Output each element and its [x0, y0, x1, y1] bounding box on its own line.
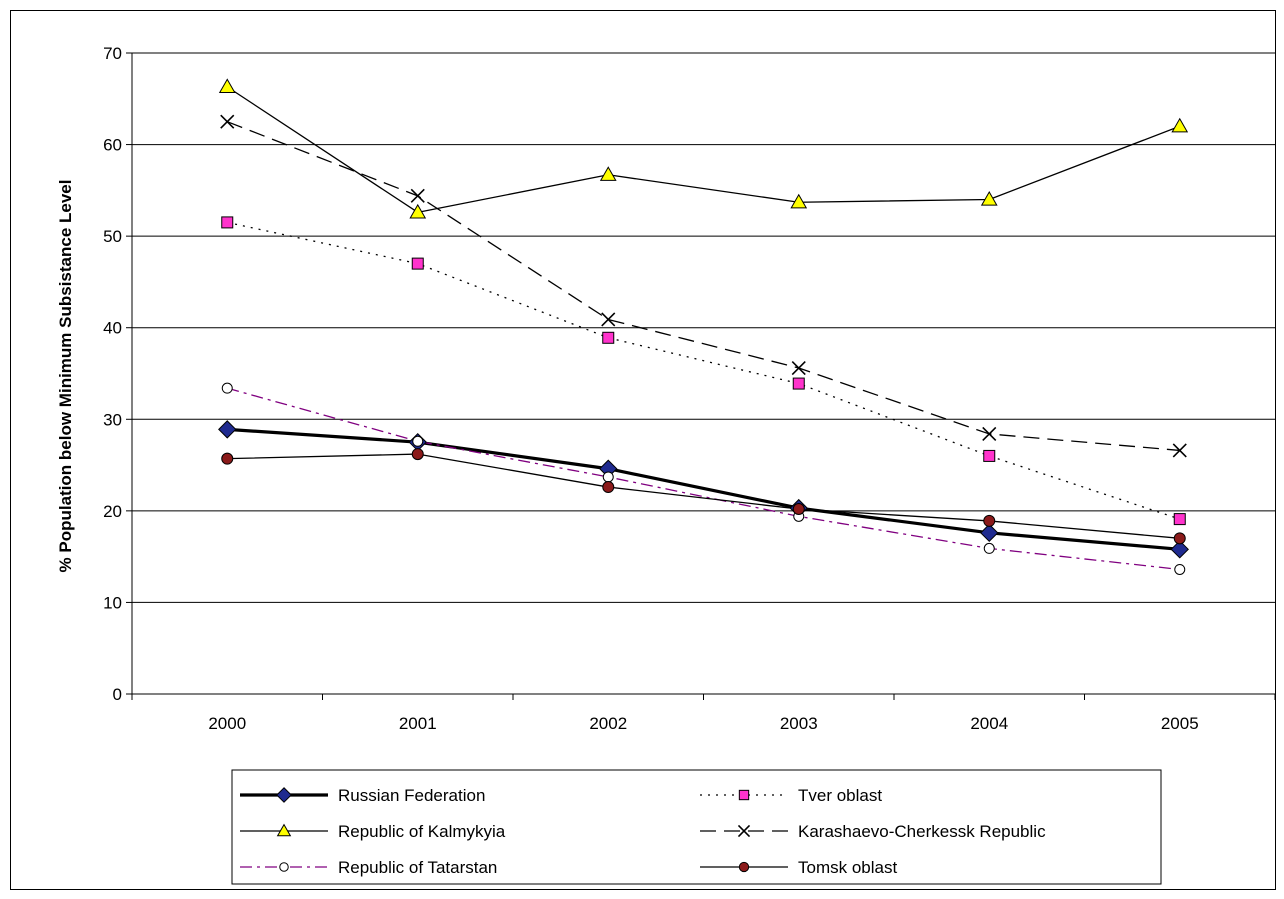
marker-karashaevo-cherkessk-republic-stroke	[791, 360, 806, 376]
marker-tver-oblast	[738, 789, 750, 801]
series-line-republic-of-tatarstan	[227, 387, 1180, 571]
chart-frame: 0 10 20 30 40 50 60 70 2000 2001 2002 2003 2004 2005 …	[10, 10, 1276, 890]
series-line-russian-federation	[227, 427, 1180, 551]
x-tick-label: 2003	[780, 714, 818, 733]
marker-republic-of-kalmykyia	[1171, 117, 1189, 133]
marker-republic-of-kalmykyia	[790, 193, 808, 209]
marker-republic-of-tatarstan	[602, 471, 614, 483]
marker-republic-of-tatarstan	[1174, 563, 1186, 575]
marker-tomsk-oblast	[221, 452, 234, 465]
y-tick-label: 0	[113, 685, 122, 704]
marker-republic-of-kalmykyia	[409, 203, 427, 219]
marker-republic-of-tatarstan	[279, 862, 289, 872]
marker-russian-federation	[980, 523, 999, 543]
grid-layer	[132, 52, 1275, 603]
marker-karashaevo-cherkessk-republic-stroke	[1172, 443, 1187, 458]
series-line-tomsk-oblast	[227, 453, 1180, 539]
marker-karashaevo-cherkessk-republic	[220, 114, 235, 129]
marker-republic-of-kalmykyia	[980, 191, 998, 206]
x-tick-label: 2005	[1161, 714, 1199, 733]
marker-republic-of-kalmykyia	[276, 823, 292, 837]
marker-tver-oblast	[792, 377, 805, 390]
marker-republic-of-kalmykyia	[599, 166, 617, 181]
y-tick-label: 40	[103, 319, 122, 338]
marker-tver-oblast	[1173, 513, 1186, 526]
y-tick-label: 10	[103, 593, 122, 612]
marker-tomsk-oblast	[602, 481, 615, 494]
marker-republic-of-kalmykyia	[218, 78, 236, 94]
marker-tomsk-oblast	[792, 503, 805, 516]
marker-karashaevo-cherkessk-republic	[737, 824, 751, 838]
y-tick-label: 30	[103, 410, 122, 429]
x-tick-label: 2004	[970, 714, 1008, 733]
marker-tver-oblast	[983, 449, 996, 462]
marker-karashaevo-cherkessk-republic-stroke	[982, 426, 997, 442]
marker-karashaevo-cherkessk-republic	[791, 360, 806, 376]
axes-layer: 0 10 20 30 40 50 60 70 2000 2001 2002 2003 2004 2005	[103, 44, 1276, 733]
marker-tomsk-oblast	[738, 861, 750, 873]
series-layer	[218, 78, 1189, 575]
marker-russian-federation	[276, 787, 292, 803]
marker-russian-federation	[1170, 540, 1189, 559]
marker-karashaevo-cherkessk-republic	[982, 426, 997, 442]
marker-karashaevo-cherkessk-republic-stroke	[220, 114, 235, 129]
y-tick-label: 50	[103, 227, 122, 246]
marker-karashaevo-cherkessk-republic	[601, 312, 616, 327]
x-tick-label: 2002	[589, 714, 627, 733]
marker-republic-of-tatarstan	[412, 435, 424, 447]
marker-karashaevo-cherkessk-republic-stroke	[410, 188, 425, 203]
legend-label-tomsk-oblast: Tomsk oblast	[798, 858, 897, 877]
marker-republic-of-tatarstan	[983, 542, 995, 554]
series-line-karashaevo-cherkessk-republic	[227, 121, 1180, 452]
legend-label-republic-of-kalmykyia: Republic of Kalmykyia	[338, 822, 506, 841]
y-axis-title: % Population below Minimum Subsistance L…	[56, 180, 75, 573]
marker-karashaevo-cherkessk-republic	[1172, 443, 1187, 458]
legend-label-russian-federation: Russian Federation	[338, 786, 485, 805]
marker-tomsk-oblast	[983, 514, 996, 527]
marker-tver-oblast	[411, 257, 424, 270]
marker-republic-of-tatarstan	[221, 382, 233, 394]
x-tick-label: 2001	[399, 714, 437, 733]
legend-box	[231, 769, 1162, 885]
marker-karashaevo-cherkessk-republic	[410, 188, 425, 203]
series-line-republic-of-kalmykyia	[226, 86, 1180, 213]
marker-karashaevo-cherkessk-republic-stroke	[601, 312, 616, 327]
y-tick-label: 20	[103, 502, 122, 521]
y-tick-label: 70	[103, 44, 122, 63]
series-line-tver-oblast	[227, 221, 1180, 520]
legend-label-republic-of-tatarstan: Republic of Tatarstan	[338, 858, 497, 877]
marker-tver-oblast	[602, 331, 615, 344]
marker-tver-oblast	[221, 216, 234, 229]
marker-tomsk-oblast	[1173, 532, 1186, 545]
marker-tomsk-oblast	[411, 448, 424, 461]
legend-label-tver-oblast: Tver oblast	[798, 786, 882, 805]
legend-label-karashaevo-cherkessk-republic: Karashaevo-Cherkessk Republic	[798, 822, 1046, 841]
x-tick-label: 2000	[208, 714, 246, 733]
marker-russian-federation	[218, 420, 237, 439]
legend-layer: Russian Federation Tver oblast Republic of…	[231, 769, 1162, 885]
y-tick-label: 60	[103, 136, 122, 155]
marker-karashaevo-cherkessk-republic-stroke	[737, 824, 751, 838]
